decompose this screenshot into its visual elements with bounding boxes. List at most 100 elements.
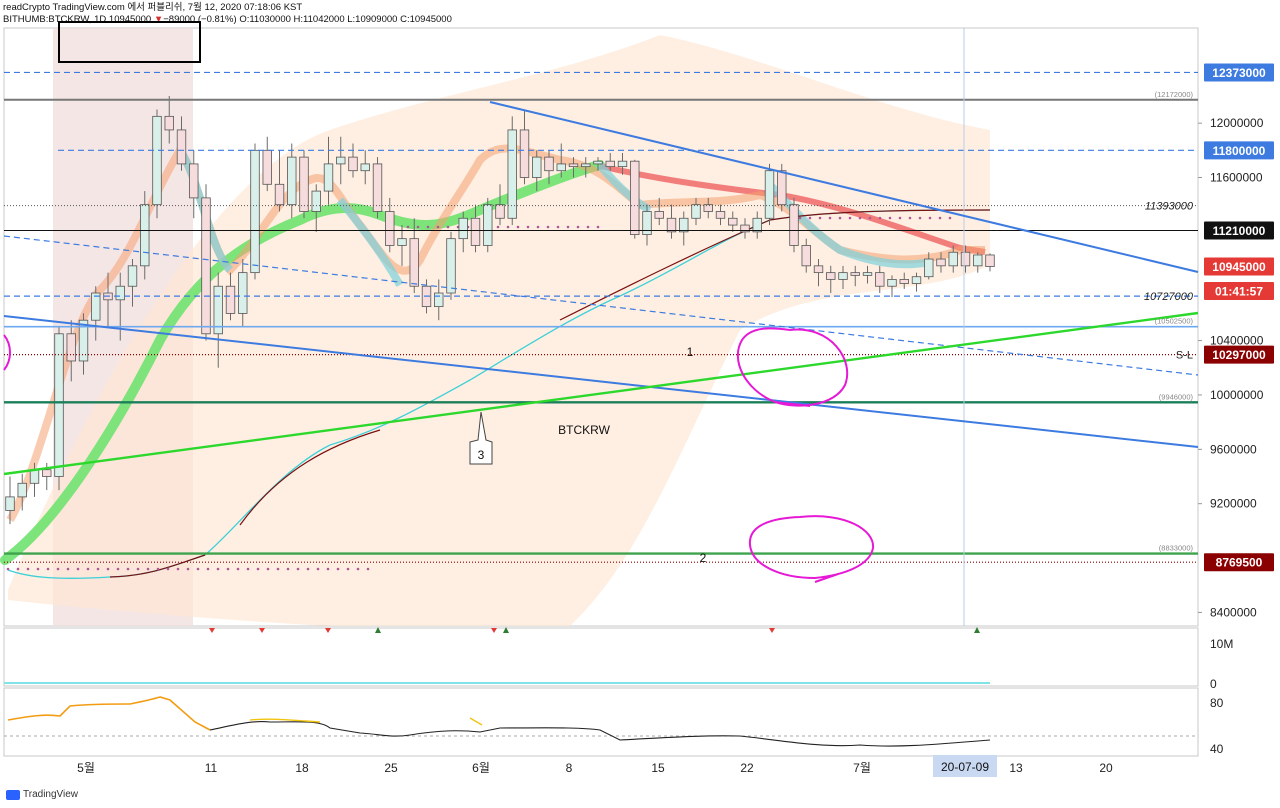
candle-up [78, 319, 89, 362]
candle-up [838, 272, 848, 280]
price-label: 8769500 [1216, 556, 1263, 570]
dot-row-low [276, 567, 280, 571]
candle-down [519, 129, 530, 178]
dot-row-low [56, 567, 60, 571]
candle-up [140, 204, 150, 267]
candle-down [654, 211, 664, 219]
dot-row-low [306, 567, 310, 571]
candle-down [899, 279, 909, 284]
buy-signal-icon [974, 627, 980, 633]
level-text: S-L [1176, 350, 1193, 362]
candle-down [544, 156, 554, 172]
dot-row-mid [526, 225, 530, 229]
tradingview-logo-icon [6, 789, 20, 800]
dot-row-low [256, 567, 260, 571]
candle-down [189, 163, 199, 199]
annotation-1: 1 [687, 345, 694, 359]
ohlc-open: O:11030000 [239, 14, 291, 25]
price-label: 01:41:57 [1215, 284, 1263, 298]
candle-down [470, 217, 481, 246]
price-label: 12373000 [1212, 66, 1266, 80]
highlight-circle-1 [736, 327, 849, 407]
level-text: (9946000) [1159, 392, 1194, 401]
level-text: (12172000) [1155, 90, 1194, 99]
dot-row-low [326, 567, 330, 571]
candle-up [532, 156, 542, 178]
dot-row-low [206, 567, 210, 571]
candle-up [397, 238, 407, 246]
candle-down [801, 245, 811, 267]
dot-row-mid [426, 225, 430, 229]
candle-down [630, 160, 640, 235]
x-tick-label: 18 [295, 761, 309, 775]
dot-row-mid [416, 225, 420, 229]
dot-row-high [948, 216, 952, 220]
candle-up [127, 265, 138, 287]
volume-axis-label: 0 [1210, 677, 1217, 691]
dot-row-high [918, 216, 922, 220]
y-tick-label: 9200000 [1210, 497, 1257, 511]
candle-up [691, 204, 701, 219]
candle-down [299, 156, 309, 212]
dot-row-mid [596, 225, 600, 229]
candle-down [348, 156, 358, 172]
candle-up [287, 156, 297, 206]
candle-down [703, 204, 713, 212]
dot-row-low [336, 567, 340, 571]
candle-up [250, 149, 260, 274]
dot-row-high [938, 216, 942, 220]
candle-up [483, 204, 493, 246]
dot-row-low [146, 567, 150, 571]
dot-row-low [96, 567, 100, 571]
osc-axis-label: 40 [1210, 742, 1224, 756]
dot-row-low [246, 567, 250, 571]
dot-row-low [266, 567, 270, 571]
price-label-box [1204, 345, 1274, 364]
price-label-box [1204, 141, 1274, 160]
change-arrow-icon: ▼ [153, 14, 164, 25]
candle-up [642, 211, 652, 235]
candle-down [740, 224, 750, 233]
dot-row-mid [406, 225, 410, 229]
volume-axis-label: 10M [1210, 637, 1233, 651]
x-tick-label: 15 [651, 761, 665, 775]
dot-row-low [166, 567, 170, 571]
candle-down [605, 160, 615, 168]
candle-up [311, 190, 321, 212]
candle-up [115, 285, 125, 301]
x-tick-label: 8 [566, 761, 573, 775]
dot-row-low [356, 567, 360, 571]
dot-row-low [366, 567, 370, 571]
candle-up [91, 292, 101, 321]
candle-up [213, 285, 223, 335]
candle-up [17, 482, 27, 498]
candle-up [887, 279, 897, 287]
dot-row-mid [546, 225, 550, 229]
dot-row-low [196, 567, 200, 571]
dot-row-mid [506, 225, 510, 229]
candle-down [66, 333, 76, 362]
candle-up [911, 276, 922, 284]
y-tick-label: 8400000 [1210, 605, 1257, 619]
candle-up [446, 238, 456, 294]
ohlc-low: L:10909000 [347, 14, 398, 25]
candle-down [176, 129, 187, 165]
dot-row-mid [446, 225, 450, 229]
candle-down [777, 170, 787, 206]
ohlc-high: H:11042000 [293, 14, 345, 25]
dot-row-low [236, 567, 240, 571]
x-tick-label: 25 [384, 761, 398, 775]
y-tick-label: 11600000 [1210, 171, 1263, 185]
x-tick-label: 7월 [853, 761, 871, 775]
osc-axis-label: 80 [1210, 696, 1224, 710]
level-text: 10727000 [1144, 291, 1194, 303]
callout-3-bubble [469, 411, 493, 465]
candle-up [924, 258, 934, 278]
level-text: 11393000 [1145, 201, 1194, 213]
dot-row-low [316, 567, 320, 571]
level-text: (10502500) [1155, 317, 1194, 326]
candle-down [728, 217, 738, 226]
dot-row-high [868, 216, 872, 220]
dot-row-high [818, 216, 822, 220]
